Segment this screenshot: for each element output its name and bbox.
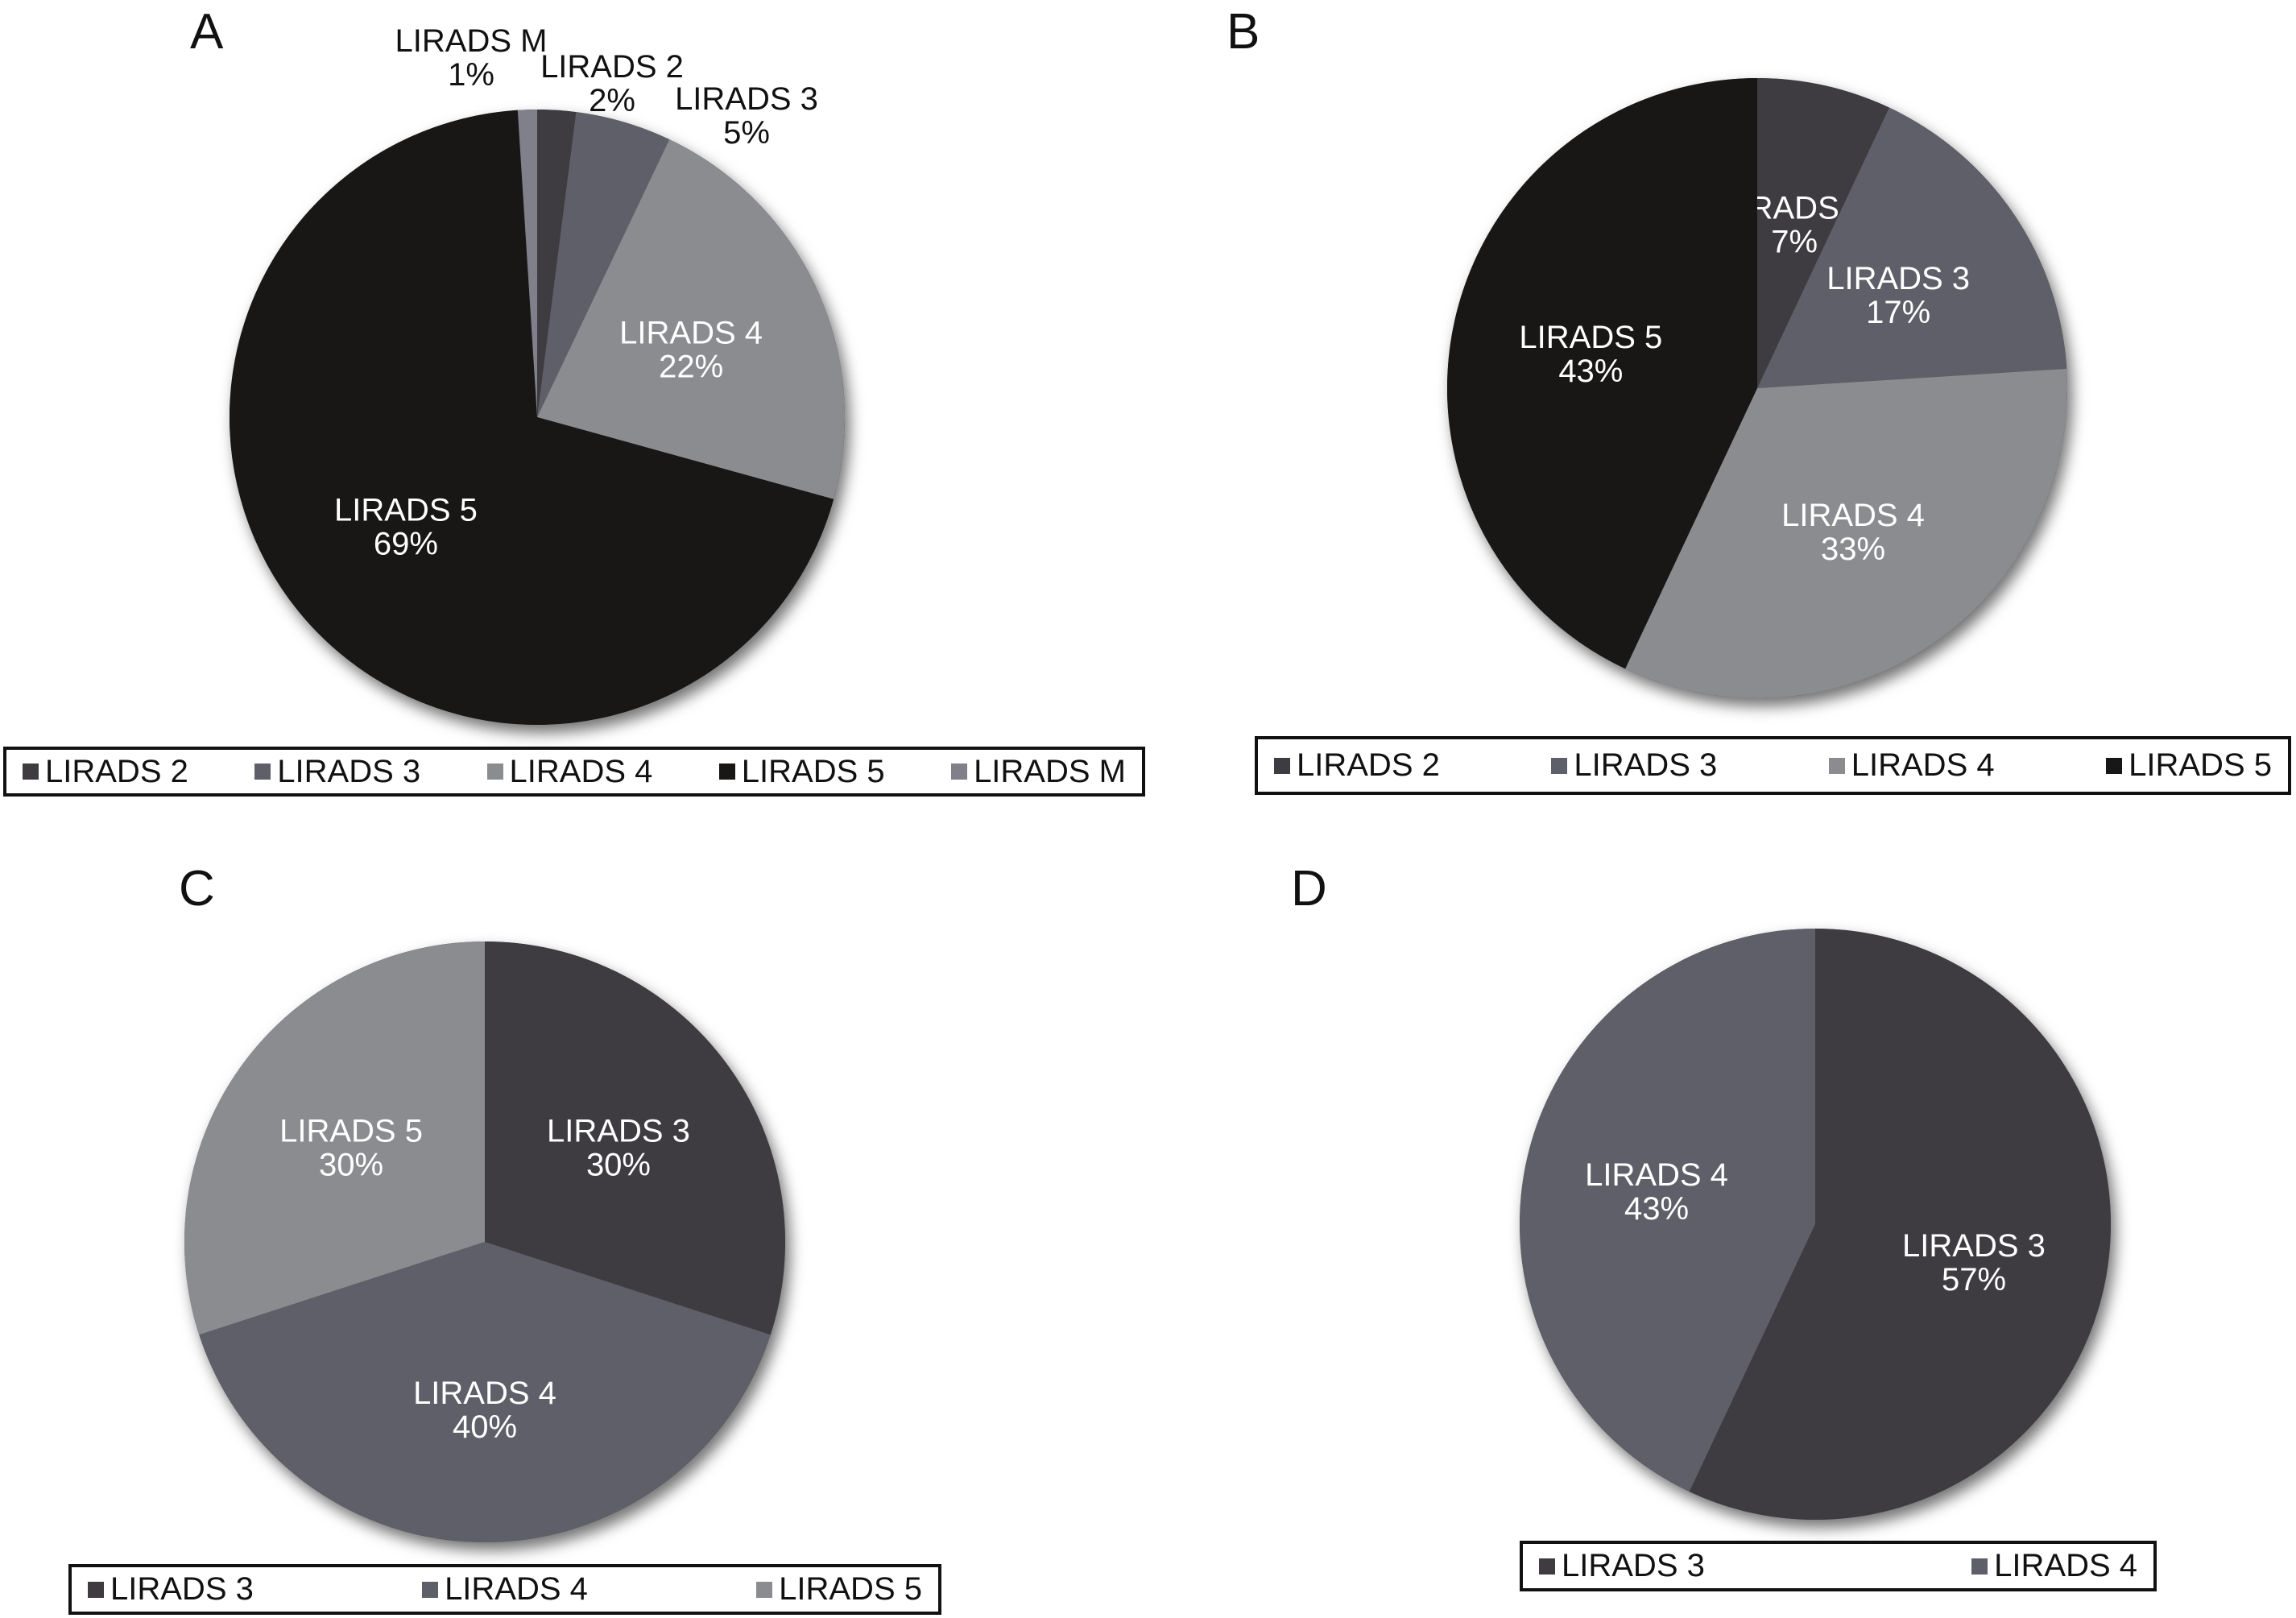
pie-slice-lirads-4 xyxy=(199,1242,771,1543)
legend-swatch xyxy=(422,1581,439,1598)
pie-slice-lirads-4 xyxy=(1519,929,1815,1492)
pie-slice-lirads-m xyxy=(517,110,537,417)
slice-label-name: LIRADS 4 xyxy=(413,1376,556,1411)
legend-item: LIRADS 2 xyxy=(23,754,188,790)
legend-item: LIRADS 5 xyxy=(718,753,885,790)
slice-label-percent: 22% xyxy=(659,350,723,385)
slice-label-name: LIRADS M xyxy=(395,23,548,59)
legend-label: LIRADS 5 xyxy=(741,753,885,789)
legend-label: LIRADS 5 xyxy=(2128,747,2272,783)
legend: LIRADS 2 LIRADS 3 LIRADS 4 LIRADS 5 LIRADS M xyxy=(3,747,1145,797)
pie-slice-lirads-3 xyxy=(1689,929,2112,1520)
legend-item: LIRADS 4 xyxy=(1971,1548,2137,1584)
legend-item: LIRADS 4 xyxy=(422,1571,588,1608)
slice-label-percent: 30% xyxy=(319,1147,383,1182)
legend-item: LIRADS 3 xyxy=(1539,1548,1705,1584)
slice-label-percent: 17% xyxy=(1866,295,1930,330)
slice-label-name: LIRADS 3 xyxy=(547,1113,690,1148)
legend-label: LIRADS 3 xyxy=(277,753,421,789)
slice-label-name: LIRADS 5 xyxy=(1519,320,1662,355)
legend-item: LIRADS 4 xyxy=(1828,747,1995,784)
pie-slice-lirads-3 xyxy=(1757,107,2067,388)
legend-swatch xyxy=(718,763,735,780)
legend-swatch xyxy=(756,1581,773,1598)
legend-swatch xyxy=(2106,757,2123,774)
slice-label-percent: 1% xyxy=(448,57,494,93)
legend-label: LIRADS 2 xyxy=(1297,747,1440,783)
pie-slice-lirads-3 xyxy=(485,941,785,1335)
panel-letter: A xyxy=(190,4,224,60)
pie-C: LIRADS 330%LIRADS 440%LIRADS 530% xyxy=(184,941,785,1543)
legend-swatch xyxy=(254,763,271,780)
slice-label-percent: 2% xyxy=(589,83,635,118)
slice-label-percent: 43% xyxy=(1624,1191,1689,1227)
pie-B: LIRADS 27%LIRADS 317%LIRADS 433%LIRADS 5… xyxy=(1447,78,2067,698)
legend-item: LIRADS M xyxy=(951,754,1126,790)
pie-D: LIRADS 357% LIRADS 443% xyxy=(1519,929,2112,1520)
legend-label: LIRADS 2 xyxy=(45,753,188,789)
legend-label: LIRADS 4 xyxy=(445,1571,588,1607)
slice-label-name: LIRADS 4 xyxy=(1585,1157,1728,1193)
legend-swatch xyxy=(23,763,39,780)
legend-item: LIRADS 4 xyxy=(486,753,653,790)
panel-letter: C xyxy=(179,861,215,917)
slice-label-name: LIRADS 3 xyxy=(1826,261,1970,296)
legend-label: LIRADS 3 xyxy=(1562,1548,1705,1583)
slice-label-percent: 33% xyxy=(1821,532,1885,567)
legend-swatch xyxy=(951,763,968,780)
pie-A: LIRADS 22% LIRADS 35% LIRADS 422% LIRADS 56… xyxy=(230,23,846,725)
legend: LIRADS 3 LIRADS 4 xyxy=(1520,1541,2157,1591)
legend: LIRADS 3 LIRADS 4 LIRADS 5 xyxy=(68,1564,941,1615)
pie-slice-lirads-5 xyxy=(230,110,834,725)
pie-slice-lirads-4 xyxy=(1625,368,2067,698)
legend-swatch xyxy=(1971,1558,1988,1575)
slice-label-percent: 43% xyxy=(1558,354,1623,389)
legend-swatch xyxy=(1551,757,1568,774)
legend-item: LIRADS 3 xyxy=(1551,747,1717,784)
pie-slice-lirads-3 xyxy=(537,112,670,418)
legend-item: LIRADS 2 xyxy=(1274,747,1440,784)
legend-label: LIRADS 5 xyxy=(779,1571,922,1607)
pie-slice-lirads-5 xyxy=(1447,78,1757,669)
slice-label-name: LIRADS 2 xyxy=(540,49,684,85)
legend-swatch xyxy=(1828,757,1845,774)
slice-label-name: LIRADS 3 xyxy=(1902,1228,2046,1264)
legend-label: LIRADS 4 xyxy=(509,753,653,789)
legend-label: LIRADS 3 xyxy=(110,1571,254,1607)
slice-label-percent: 57% xyxy=(1942,1262,2006,1297)
slice-label-name: LIRADS 5 xyxy=(279,1113,423,1148)
legend-item: LIRADS 3 xyxy=(88,1571,254,1608)
panel-letter: B xyxy=(1227,4,1260,60)
pie-slice-lirads-5 xyxy=(184,941,485,1335)
legend-swatch xyxy=(486,763,503,780)
legend-label: LIRADS M xyxy=(974,753,1126,789)
slice-label-name: LIRADS 4 xyxy=(619,316,763,351)
legend-item: LIRADS 5 xyxy=(2106,747,2272,784)
legend-swatch xyxy=(1274,757,1290,774)
legend-item: LIRADS 3 xyxy=(254,754,420,790)
slice-label-percent: 7% xyxy=(1771,224,1818,259)
slice-label-name: LIRADS 4 xyxy=(1781,498,1925,533)
legend-swatch xyxy=(1539,1558,1555,1575)
pie-slice-lirads-4 xyxy=(537,139,846,499)
slice-label-name: LIRADS 5 xyxy=(334,492,478,528)
pie-slice-lirads-2 xyxy=(1757,78,1889,388)
legend-label: LIRADS 4 xyxy=(1851,747,1995,783)
slice-label-percent: 5% xyxy=(723,115,770,151)
legend-label: LIRADS 4 xyxy=(1994,1548,2137,1583)
legend-label: LIRADS 3 xyxy=(1574,747,1718,783)
slice-label-percent: 69% xyxy=(374,526,438,561)
legend-swatch xyxy=(88,1581,104,1598)
legend-item: LIRADS 5 xyxy=(756,1571,922,1608)
pie-slice-lirads-2 xyxy=(537,110,577,417)
slice-label-percent: 30% xyxy=(586,1147,651,1182)
panel-letter: D xyxy=(1291,861,1327,917)
slice-label-percent: 40% xyxy=(453,1409,517,1445)
legend: LIRADS 2 LIRADS 3 LIRADS 4 LIRADS 5 xyxy=(1255,736,2291,795)
slice-label-name: LIRADS 3 xyxy=(675,81,818,117)
